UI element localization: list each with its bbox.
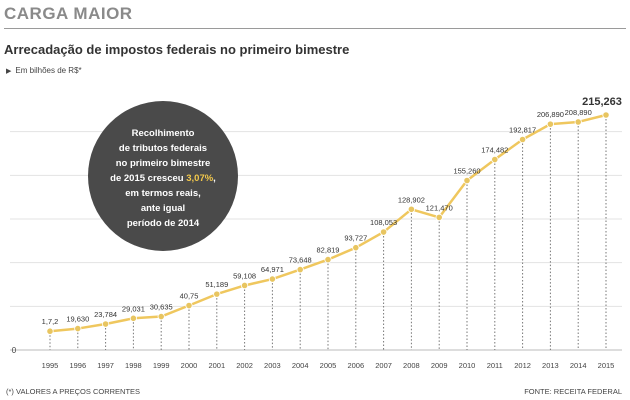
x-tick-label: 2001	[208, 361, 225, 370]
y-tick-label: 0	[12, 346, 17, 355]
x-tick-label: 2004	[292, 361, 309, 370]
callout-line-5: em termos reais,	[125, 188, 201, 199]
data-point	[379, 228, 388, 236]
x-tick-label: 2012	[514, 361, 531, 370]
data-label: 192,817	[509, 126, 536, 135]
data-point	[241, 281, 249, 290]
x-tick-label: 2011	[487, 361, 503, 370]
x-tick-label: 1997	[97, 361, 114, 370]
data-point	[463, 176, 471, 185]
data-label: 23,784	[94, 310, 117, 319]
callout-line-4-b: ,	[213, 173, 216, 184]
x-tick-labels: 1995 1996 1997 1998 1999 2000 2001 2002 2003 2004…	[42, 361, 615, 370]
callout-line-1: Recolhimento	[132, 128, 195, 139]
data-label: 93,727	[344, 234, 367, 243]
data-point	[74, 324, 82, 333]
callout-highlight: 3,07%	[186, 173, 213, 184]
data-point	[268, 275, 276, 283]
data-point	[213, 290, 221, 298]
x-tick-label: 2015	[598, 361, 615, 370]
data-label: 64,971	[261, 265, 284, 274]
callout-line-7: período de 2014	[127, 218, 200, 229]
data-point	[518, 135, 527, 144]
x-tick-label: 1998	[125, 361, 142, 370]
data-point	[352, 244, 360, 252]
unit-label: ▶ Em bilhões de R$*	[6, 66, 82, 75]
callout-line-2: de tributos federais	[119, 143, 207, 154]
data-point	[491, 155, 499, 164]
x-tick-label: 1995	[42, 361, 59, 370]
chart-title: Arrecadação de impostos federais no prim…	[4, 42, 350, 57]
header-rule	[4, 28, 626, 29]
x-tick-label: 2000	[181, 361, 198, 370]
data-point	[602, 111, 610, 119]
data-label: 155,260	[453, 167, 480, 176]
data-label: 128,902	[398, 195, 425, 204]
callout-line-3: no primeiro bimestre	[116, 158, 211, 169]
data-label: 29,031	[122, 304, 145, 313]
data-point	[574, 118, 582, 126]
data-point	[102, 320, 110, 328]
callout-line-4-a: de 2015 cresceu	[110, 173, 186, 184]
x-tick-label: 2013	[542, 361, 559, 370]
data-label: 19,630	[66, 315, 89, 324]
data-label: 108,053	[370, 218, 397, 227]
unit-text: Em bilhões de R$*	[15, 66, 82, 75]
data-point	[407, 205, 415, 213]
data-label: 82,819	[317, 246, 340, 255]
data-label: 215,263	[582, 96, 622, 108]
data-point	[546, 120, 555, 128]
x-tick-label: 1996	[69, 361, 86, 370]
data-label: 1,7,2	[42, 317, 59, 326]
data-label: 30,635	[150, 303, 173, 312]
footnote: (*) VALORES A PREÇOS CORRENTES	[6, 387, 141, 396]
data-label: 174,482	[481, 146, 508, 155]
data-points	[46, 111, 610, 335]
data-label: 40,75	[180, 292, 199, 301]
x-tick-label: 1999	[153, 361, 170, 370]
callout-line-6: ante igual	[141, 203, 185, 214]
data-label: 208,890	[565, 108, 592, 117]
x-tick-label: 2009	[431, 361, 448, 370]
data-label: 51,189	[205, 280, 228, 289]
x-tick-label: 2008	[403, 361, 420, 370]
data-labels: 1,7,2 19,630 23,784 29,031 30,635 40,75 51,189…	[42, 96, 622, 326]
x-tick-label: 2010	[459, 361, 476, 370]
drop-lines	[49, 119, 607, 350]
x-tick-label: 2014	[570, 361, 587, 370]
data-point	[324, 255, 332, 264]
kicker: CARGA MAIOR	[4, 4, 133, 23]
data-point	[157, 312, 165, 321]
data-label: 206,890	[537, 110, 564, 119]
y-tick-labels: 0	[12, 346, 17, 355]
x-tick-label: 2003	[264, 361, 281, 370]
data-point	[435, 213, 443, 221]
x-tick-label: 2005	[320, 361, 337, 370]
callout-line-4: de 2015 cresceu 3,07%,	[110, 173, 216, 184]
data-point	[129, 314, 137, 322]
data-point	[46, 327, 54, 335]
x-tick-label: 2006	[347, 361, 364, 370]
data-label: 59,108	[233, 271, 256, 280]
callout-bubble: Recolhimento de tributos federais no pri…	[88, 101, 238, 251]
data-label: 121,470	[426, 203, 453, 212]
data-point	[296, 266, 304, 274]
callout-circle	[88, 101, 238, 251]
data-point	[185, 301, 193, 310]
x-tick-label: 2002	[236, 361, 253, 370]
x-tick-label: 2007	[375, 361, 392, 370]
triangle-icon: ▶	[6, 68, 12, 75]
source-credit: FONTE: RECEITA FEDERAL	[524, 387, 622, 396]
data-label: 73,648	[289, 256, 312, 265]
